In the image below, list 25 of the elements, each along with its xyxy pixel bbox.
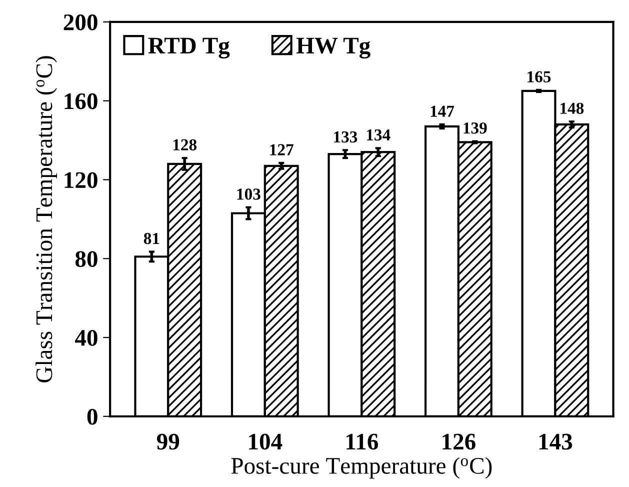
x-tick-label: 116 [346, 434, 378, 450]
x-tick-label: 104 [249, 434, 282, 450]
data-label: 128 [173, 139, 197, 150]
x-axis-title: Post-cure Temperature ($^{o}$C) [231, 457, 492, 479]
y-axis-title: Glass Transition Temperature ($^{o}$C) [36, 56, 57, 382]
data-label: 139 [464, 122, 487, 134]
legend-label: HW Tg [296, 38, 370, 59]
data-label: 133 [334, 131, 358, 143]
data-label: 103 [237, 188, 260, 200]
data-label: 165 [528, 71, 551, 82]
y-tick-label: 0 [87, 408, 98, 425]
data-label: 81 [144, 232, 160, 244]
y-tick-label: 200 [64, 14, 98, 30]
y-tick-label: 120 [64, 172, 98, 188]
y-tick-label: 40 [74, 330, 98, 346]
legend-label: RTD Tg [148, 38, 230, 59]
x-tick-label: 126 [442, 434, 476, 450]
data-label: 127 [270, 144, 294, 156]
data-label: 148 [560, 102, 584, 114]
data-label: 147 [430, 106, 454, 117]
x-tick-label: 99 [156, 434, 180, 450]
data-label: 134 [366, 129, 390, 141]
y-tick-label: 80 [75, 251, 98, 268]
x-tick-label: 143 [539, 434, 572, 450]
y-tick-label: 160 [64, 93, 98, 110]
